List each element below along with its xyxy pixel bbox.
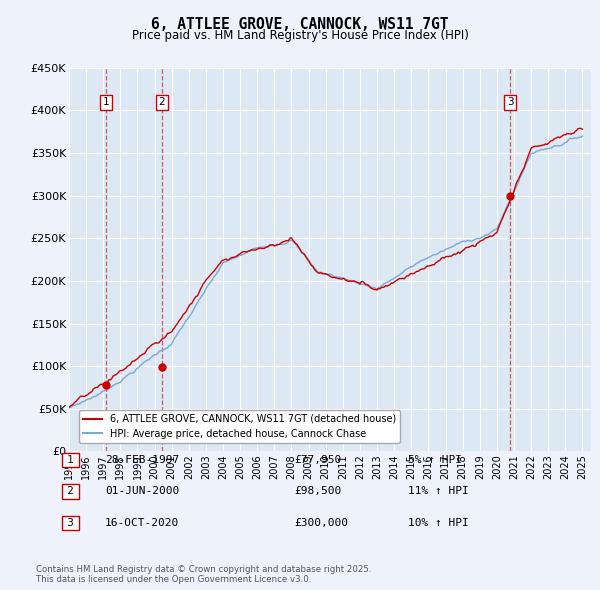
Text: £300,000: £300,000 (294, 518, 348, 527)
Text: 3: 3 (507, 97, 514, 107)
Text: Price paid vs. HM Land Registry's House Price Index (HPI): Price paid vs. HM Land Registry's House … (131, 30, 469, 42)
Text: 28-FEB-1997: 28-FEB-1997 (105, 455, 179, 465)
Text: 10% ↑ HPI: 10% ↑ HPI (408, 518, 469, 527)
Text: 2: 2 (158, 97, 165, 107)
Text: Contains HM Land Registry data © Crown copyright and database right 2025.
This d: Contains HM Land Registry data © Crown c… (36, 565, 371, 584)
Text: 11% ↑ HPI: 11% ↑ HPI (408, 487, 469, 496)
Text: £77,950: £77,950 (294, 455, 341, 465)
Text: 1: 1 (103, 97, 109, 107)
Text: 2: 2 (64, 487, 77, 496)
Text: 5% ↑ HPI: 5% ↑ HPI (408, 455, 462, 465)
Text: £98,500: £98,500 (294, 487, 341, 496)
Text: 6, ATTLEE GROVE, CANNOCK, WS11 7GT: 6, ATTLEE GROVE, CANNOCK, WS11 7GT (151, 17, 449, 31)
Text: 16-OCT-2020: 16-OCT-2020 (105, 518, 179, 527)
Text: 3: 3 (64, 518, 77, 527)
Text: 01-JUN-2000: 01-JUN-2000 (105, 487, 179, 496)
Legend: 6, ATTLEE GROVE, CANNOCK, WS11 7GT (detached house), HPI: Average price, detache: 6, ATTLEE GROVE, CANNOCK, WS11 7GT (deta… (79, 410, 400, 442)
Text: 1: 1 (64, 455, 77, 465)
